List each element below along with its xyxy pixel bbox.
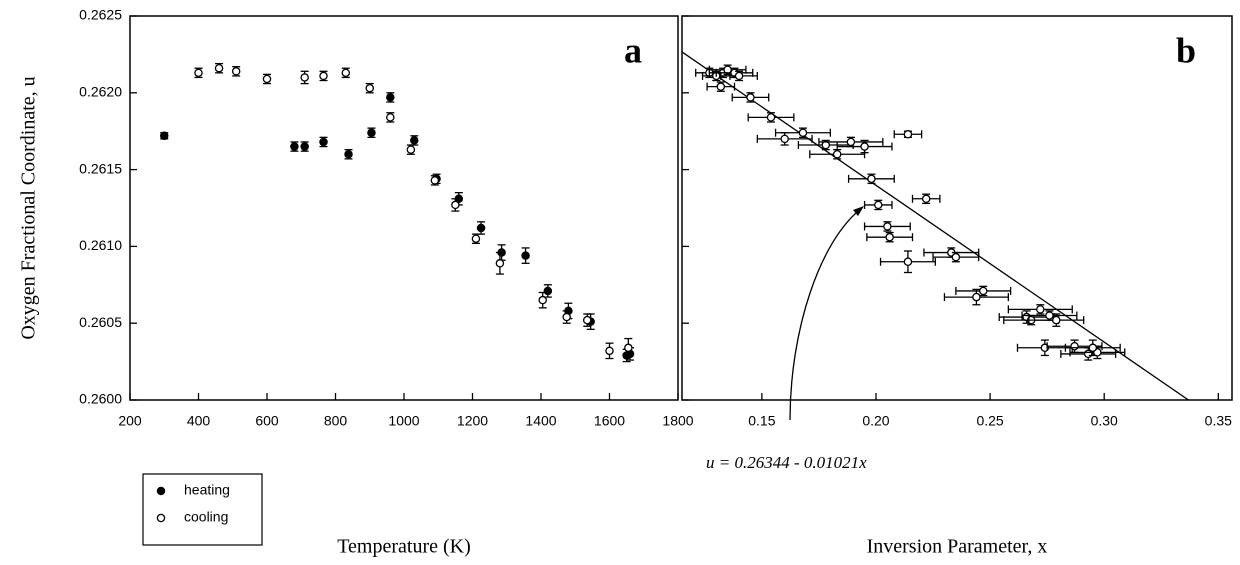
data-point — [972, 292, 981, 302]
data-point — [780, 134, 789, 144]
data-point — [159, 131, 169, 141]
data-point — [846, 137, 856, 147]
data-point — [582, 315, 592, 325]
data-point — [903, 130, 913, 139]
x-tick-label: 0.15 — [748, 413, 775, 429]
plot-frame — [129, 15, 679, 401]
data-point — [406, 145, 416, 154]
x-tick-label: 1600 — [594, 413, 625, 429]
x-tick-label: 0.20 — [862, 413, 889, 429]
data-point — [231, 67, 241, 76]
x-tick-label: 200 — [118, 413, 142, 429]
data-point — [471, 234, 481, 243]
fit-annotation: u = 0.26344 - 0.01021x — [706, 453, 867, 472]
data-point — [1045, 311, 1054, 320]
data-point — [319, 71, 328, 81]
data-point — [214, 63, 224, 73]
data-point — [538, 295, 547, 305]
panel-label: a — [624, 30, 642, 70]
data-point — [300, 142, 309, 151]
data-point — [832, 149, 842, 159]
data-point — [734, 71, 744, 81]
y-tick-label: 0.2625 — [79, 7, 122, 23]
arrow-head — [853, 206, 864, 216]
data-point — [867, 174, 876, 184]
data-point — [562, 312, 571, 322]
data-point — [262, 74, 272, 84]
panel-label: b — [1176, 30, 1196, 70]
data-point — [194, 68, 203, 78]
legend-label: heating — [184, 482, 230, 498]
data-point — [1052, 315, 1061, 325]
data-point — [476, 223, 486, 233]
annotation-arrow — [789, 207, 863, 421]
data-point — [410, 136, 419, 145]
legend-box — [142, 473, 263, 546]
data-point — [386, 93, 395, 102]
data-point — [885, 232, 894, 242]
x-tick-label: 0.25 — [976, 413, 1003, 429]
data-point — [300, 73, 309, 82]
y-tick-label: 0.2620 — [79, 84, 122, 100]
legend-marker — [156, 486, 166, 496]
data-point — [766, 113, 776, 122]
x-tick-label: 1200 — [457, 413, 488, 429]
data-point — [543, 286, 553, 296]
x-axis-label: Temperature (K) — [337, 536, 471, 558]
x-tick-label: 800 — [324, 413, 348, 429]
data-point — [290, 142, 299, 151]
data-point — [521, 251, 530, 260]
x-tick-label: 1800 — [662, 413, 693, 429]
data-point — [883, 222, 892, 231]
data-point — [716, 82, 726, 91]
data-point — [1070, 341, 1079, 351]
data-point — [367, 128, 376, 137]
data-point — [341, 68, 351, 78]
y-tick-label: 0.2615 — [79, 160, 122, 176]
y-tick-label: 0.2610 — [79, 237, 122, 253]
data-point — [921, 194, 931, 204]
data-point — [344, 149, 353, 159]
data-point — [978, 286, 988, 296]
data-point — [1088, 343, 1098, 353]
data-point — [430, 176, 440, 185]
y-axis-label: Oxygen Fractional Coordinate, u — [18, 76, 40, 339]
data-point — [1036, 305, 1045, 314]
data-point — [365, 83, 374, 93]
x-tick-label: 600 — [255, 413, 279, 429]
legend-label: cooling — [184, 509, 228, 525]
x-axis-label: Inversion Parameter, x — [867, 536, 1048, 558]
data-point — [605, 346, 614, 356]
x-tick-label: 1400 — [525, 413, 556, 429]
x-tick-label: 0.30 — [1091, 413, 1118, 429]
data-point — [495, 259, 505, 268]
data-point — [798, 128, 808, 137]
y-tick-label: 0.2600 — [79, 391, 122, 407]
data-point — [903, 257, 913, 267]
x-tick-label: 400 — [187, 413, 211, 429]
data-point — [746, 93, 755, 102]
data-point — [386, 113, 395, 122]
legend-marker — [156, 513, 166, 523]
y-tick-label: 0.2605 — [79, 314, 122, 330]
data-point — [874, 200, 883, 210]
plot-frame — [681, 15, 1233, 401]
fit-line — [682, 51, 1190, 400]
x-tick-label: 0.35 — [1205, 413, 1232, 429]
data-point — [624, 343, 633, 353]
x-tick-label: 1000 — [388, 413, 419, 429]
data-point — [319, 137, 328, 147]
data-point — [451, 200, 460, 210]
data-point — [860, 142, 869, 151]
data-point — [951, 252, 961, 262]
